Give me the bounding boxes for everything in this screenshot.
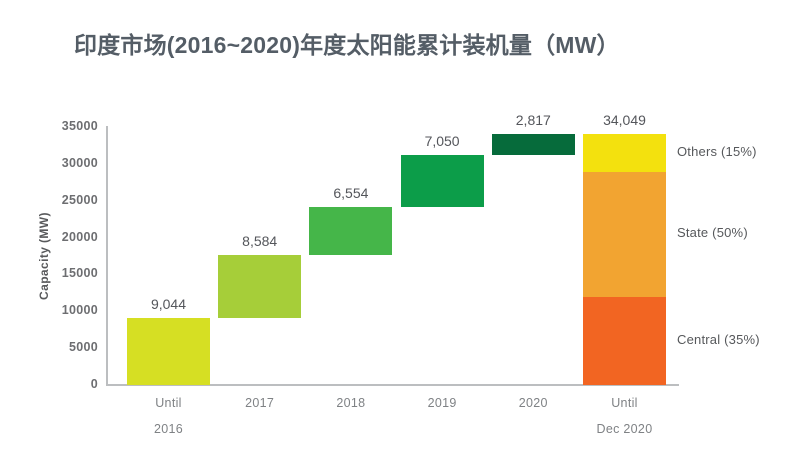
- bar-2020: [491, 134, 575, 155]
- x-category-label: 2019: [427, 396, 457, 410]
- y-axis-title: Capacity (MW): [37, 212, 51, 300]
- y-tick-label: 15000: [61, 266, 98, 281]
- chart-title: 印度市场(2016~2020)年度太阳能累计装机量（MW）: [74, 32, 620, 58]
- y-tick-label: 20000: [61, 229, 98, 244]
- x-category-label: 2020: [518, 396, 548, 410]
- segment-central: [583, 297, 666, 385]
- bar-2019: [400, 154, 484, 207]
- bar-value-label: 6,554: [333, 184, 369, 201]
- x-category-label: 2018: [336, 396, 366, 410]
- x-axis-line: [106, 384, 679, 386]
- bar-value-label: 9,044: [150, 296, 187, 313]
- y-tick-label: 25000: [61, 192, 98, 207]
- y-tick-label: 5000: [68, 340, 98, 355]
- x-category-label: Until: [155, 396, 182, 410]
- y-tick-label: 0: [90, 377, 98, 391]
- x-category-label: 2017: [245, 396, 275, 410]
- x-category-label: Until: [611, 396, 638, 410]
- bar-value-label: 7,050: [424, 132, 460, 149]
- bar-2017: [218, 255, 302, 319]
- segment-others: [583, 134, 666, 172]
- bar-value-label: 2,817: [515, 112, 551, 128]
- x-category-label: 2016: [153, 422, 183, 436]
- segment-label-others: Others (15%): [677, 143, 757, 159]
- x-category-label: Dec 2020: [596, 422, 653, 436]
- bar-value-label: 8,584: [242, 233, 278, 250]
- y-tick-label: 30000: [61, 155, 98, 170]
- segment-label-central: Central (35%): [677, 332, 760, 348]
- y-axis-line: [106, 126, 108, 386]
- segment-label-state: State (50%): [677, 225, 748, 241]
- y-tick-label: 10000: [61, 303, 98, 318]
- bar-until-2016: [127, 318, 210, 385]
- y-tick-label: 35000: [61, 119, 98, 133]
- segment-state: [583, 171, 666, 298]
- total-value-label: 34,049: [603, 112, 646, 128]
- bar-2018: [309, 206, 393, 256]
